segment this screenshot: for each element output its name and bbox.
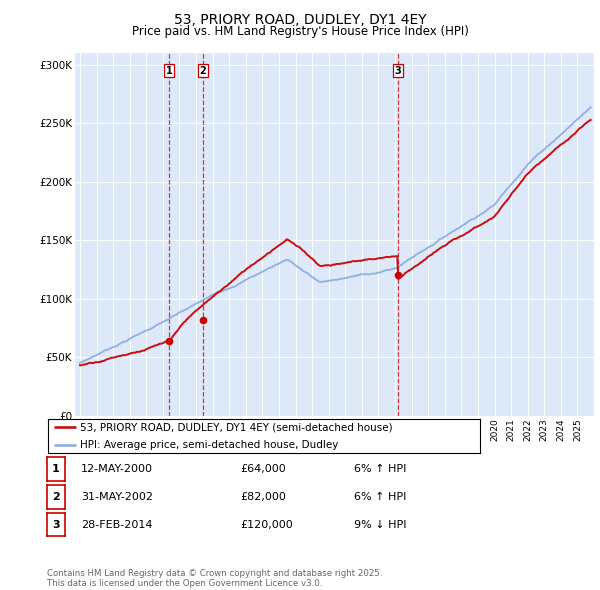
Text: 1: 1 xyxy=(166,65,172,76)
Text: 53, PRIORY ROAD, DUDLEY, DY1 4EY (semi-detached house): 53, PRIORY ROAD, DUDLEY, DY1 4EY (semi-d… xyxy=(80,422,393,432)
Text: 9% ↓ HPI: 9% ↓ HPI xyxy=(354,520,407,529)
Text: £120,000: £120,000 xyxy=(240,520,293,529)
Text: 12-MAY-2000: 12-MAY-2000 xyxy=(81,464,153,474)
Text: 2: 2 xyxy=(199,65,206,76)
Text: 28-FEB-2014: 28-FEB-2014 xyxy=(81,520,152,529)
Text: 3: 3 xyxy=(394,65,401,76)
Text: 31-MAY-2002: 31-MAY-2002 xyxy=(81,492,153,502)
Text: 1: 1 xyxy=(52,464,59,474)
Text: Price paid vs. HM Land Registry's House Price Index (HPI): Price paid vs. HM Land Registry's House … xyxy=(131,25,469,38)
Text: Contains HM Land Registry data © Crown copyright and database right 2025.
This d: Contains HM Land Registry data © Crown c… xyxy=(47,569,382,588)
Text: HPI: Average price, semi-detached house, Dudley: HPI: Average price, semi-detached house,… xyxy=(80,440,339,450)
Text: 53, PRIORY ROAD, DUDLEY, DY1 4EY: 53, PRIORY ROAD, DUDLEY, DY1 4EY xyxy=(173,13,427,27)
Text: 6% ↑ HPI: 6% ↑ HPI xyxy=(354,492,406,502)
Text: 6% ↑ HPI: 6% ↑ HPI xyxy=(354,464,406,474)
Text: £64,000: £64,000 xyxy=(240,464,286,474)
Text: 2: 2 xyxy=(52,492,59,502)
Text: 3: 3 xyxy=(52,520,59,529)
Text: £82,000: £82,000 xyxy=(240,492,286,502)
